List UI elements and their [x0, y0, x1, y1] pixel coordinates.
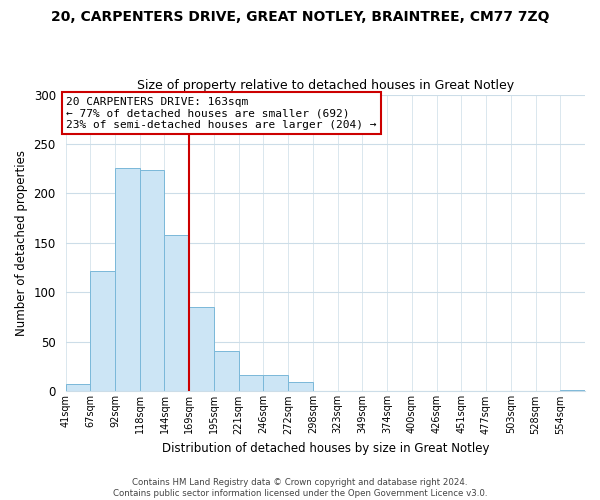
Bar	[288, 382, 313, 392]
Bar	[90, 270, 115, 392]
Y-axis label: Number of detached properties: Number of detached properties	[15, 150, 28, 336]
Bar	[140, 170, 164, 392]
Bar	[214, 351, 239, 392]
Text: Contains HM Land Registry data © Crown copyright and database right 2024.
Contai: Contains HM Land Registry data © Crown c…	[113, 478, 487, 498]
Bar	[560, 390, 585, 392]
Bar	[239, 374, 263, 392]
Text: 20, CARPENTERS DRIVE, GREAT NOTLEY, BRAINTREE, CM77 7ZQ: 20, CARPENTERS DRIVE, GREAT NOTLEY, BRAI…	[51, 10, 549, 24]
X-axis label: Distribution of detached houses by size in Great Notley: Distribution of detached houses by size …	[161, 442, 489, 455]
Bar	[164, 235, 189, 392]
Bar	[263, 374, 288, 392]
Bar	[115, 168, 140, 392]
Bar	[65, 384, 90, 392]
Title: Size of property relative to detached houses in Great Notley: Size of property relative to detached ho…	[137, 79, 514, 92]
Text: 20 CARPENTERS DRIVE: 163sqm
← 77% of detached houses are smaller (692)
23% of se: 20 CARPENTERS DRIVE: 163sqm ← 77% of det…	[66, 96, 377, 130]
Bar	[189, 308, 214, 392]
